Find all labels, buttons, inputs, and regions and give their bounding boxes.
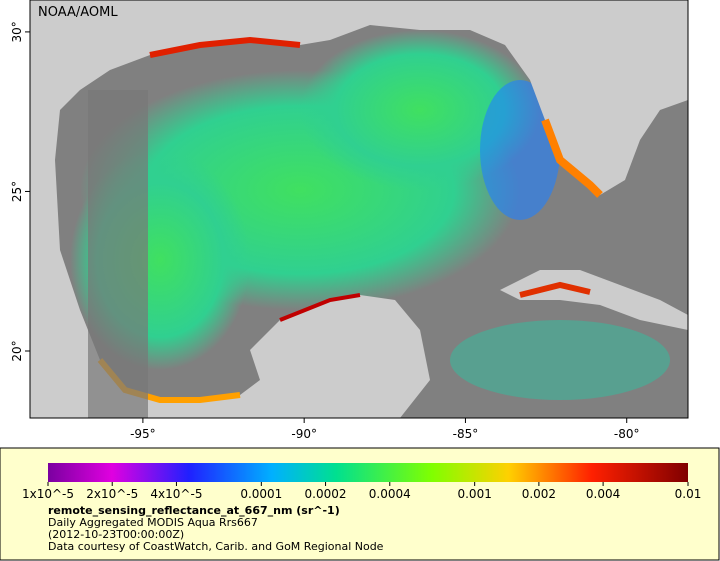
x-tick-label: -95° (130, 427, 156, 441)
colorbar-tick-label: 0.002 (522, 487, 556, 501)
colorbar-ticks: 1x10^-5 2x10^-5 4x10^-5 0.0001 0.0002 0.0004 0… (22, 482, 701, 501)
reflectance-field (480, 80, 560, 220)
colorbar-tick-label: 0.01 (675, 487, 702, 501)
colorbar-tick-label: 0.0001 (240, 487, 282, 501)
map-credit: NOAA/AOML (38, 5, 118, 20)
time: (2012-10-23T00:00:00Z) (48, 528, 184, 541)
colorbar-tick-label: 0.0002 (305, 487, 347, 501)
land (30, 160, 430, 418)
x-tick-label: -85° (453, 427, 479, 441)
x-tick-label: -90° (291, 427, 317, 441)
coastal-high (149, 36, 301, 58)
coastal-high (279, 293, 361, 322)
colorbar-tick-label: 0.0004 (369, 487, 411, 501)
land (30, 0, 688, 195)
y-tick-label: 30° (10, 21, 24, 42)
coastal-high (541, 118, 603, 198)
map-area (30, 0, 688, 418)
dataset-name: Daily Aggregated MODIS Aqua Rrs667 (48, 516, 258, 529)
swath-gap (88, 90, 148, 418)
y-tick-label: 25° (10, 181, 24, 202)
colorbar-tick-label: 1x10^-5 (22, 487, 74, 501)
colorbar-tick-label: 0.001 (457, 487, 491, 501)
reflectance-field (450, 320, 670, 400)
colorbar-tick-label: 0.004 (586, 487, 620, 501)
y-tick-label: 20° (10, 340, 24, 361)
axes: -95° -90° -85° -80° 30° 25° 20° (10, 21, 640, 441)
source: Data courtesy of CoastWatch, Carib. and … (48, 540, 384, 553)
colorbar-tick-label: 4x10^-5 (150, 487, 202, 501)
variable-name: remote_sensing_reflectance_at_667_nm (sr… (48, 504, 340, 517)
land (500, 270, 688, 330)
x-tick-label: -80° (614, 427, 640, 441)
coastal-high (519, 281, 591, 298)
colorbar (48, 463, 688, 482)
colorbar-tick-label: 2x10^-5 (86, 487, 138, 501)
map-frame (29, 0, 689, 419)
